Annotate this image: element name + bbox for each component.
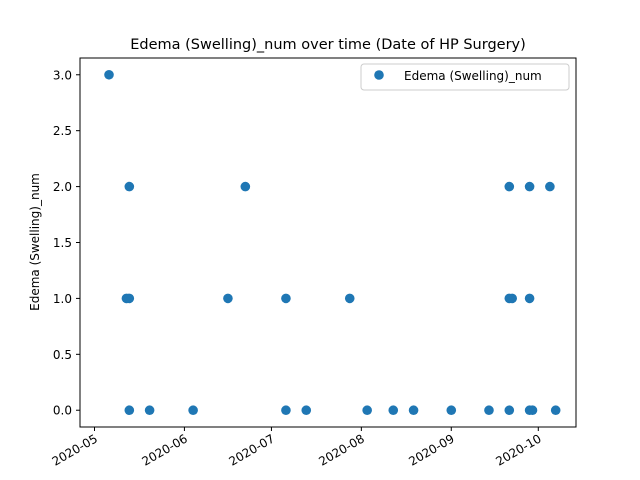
data-point	[104, 69, 114, 80]
y-tick-label: 0.5	[53, 348, 72, 362]
data-point	[545, 181, 555, 192]
data-point	[281, 405, 291, 416]
data-point	[484, 405, 494, 416]
data-point	[124, 405, 135, 416]
legend-label: Edema (Swelling)_num	[404, 69, 542, 83]
y-tick-label: 3.0	[53, 68, 72, 82]
y-tick-label: 2.0	[53, 180, 72, 194]
legend-marker	[374, 70, 384, 80]
data-points	[104, 69, 561, 416]
data-point	[550, 405, 561, 416]
chart-title: Edema (Swelling)_num over time (Date of …	[130, 37, 526, 53]
data-point	[281, 293, 291, 304]
plot-area	[80, 58, 576, 427]
y-tick-label: 1.0	[53, 292, 72, 306]
data-point	[524, 181, 535, 192]
data-point	[362, 405, 372, 416]
data-point	[507, 293, 517, 304]
legend: Edema (Swelling)_num	[360, 63, 570, 91]
data-point	[124, 181, 135, 192]
y-axis-label: Edema (Swelling)_num	[28, 173, 42, 311]
plot-background	[80, 58, 576, 427]
data-point	[388, 405, 399, 416]
plot-frame	[79, 57, 577, 428]
data-point	[408, 405, 419, 416]
legend-box	[360, 63, 570, 91]
data-point	[527, 405, 538, 416]
data-point	[301, 405, 312, 416]
y-tick-label: 2.5	[53, 124, 72, 138]
data-point	[188, 405, 198, 416]
data-point	[124, 293, 135, 304]
data-point	[446, 405, 457, 416]
y-axis: 0.0 0.5 1.0 1.5 2.0 2.5 3.0	[53, 68, 80, 418]
data-point	[524, 293, 535, 304]
data-point	[240, 181, 251, 192]
data-point	[504, 405, 515, 416]
data-point	[504, 181, 515, 192]
data-point	[223, 293, 233, 304]
data-point	[344, 293, 355, 304]
data-point	[144, 405, 155, 416]
y-tick-label: 1.5	[53, 236, 72, 250]
y-tick-label: 0.0	[53, 404, 72, 418]
